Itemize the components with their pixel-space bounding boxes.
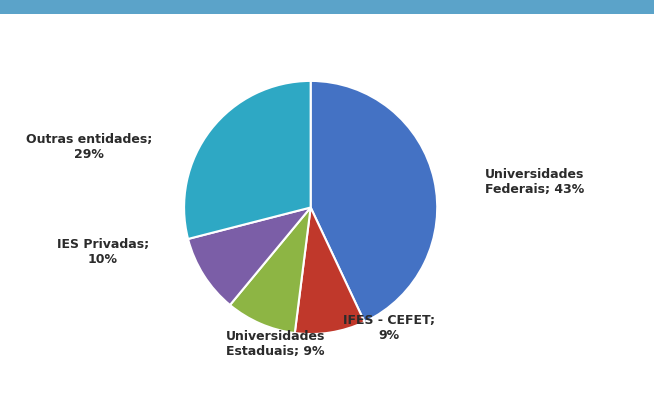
Text: IFES - CEFET;
9%: IFES - CEFET; 9% <box>343 314 435 342</box>
Wedge shape <box>230 207 311 333</box>
Text: Universidades
Estaduais; 9%: Universidades Estaduais; 9% <box>226 330 325 358</box>
Text: Outras entidades;
29%: Outras entidades; 29% <box>26 133 152 161</box>
Wedge shape <box>311 81 438 322</box>
Wedge shape <box>295 207 364 334</box>
Wedge shape <box>184 81 311 239</box>
Wedge shape <box>188 207 311 305</box>
Text: Universidades
Federais; 43%: Universidades Federais; 43% <box>485 168 585 196</box>
Text: IES Privadas;
10%: IES Privadas; 10% <box>56 238 148 266</box>
